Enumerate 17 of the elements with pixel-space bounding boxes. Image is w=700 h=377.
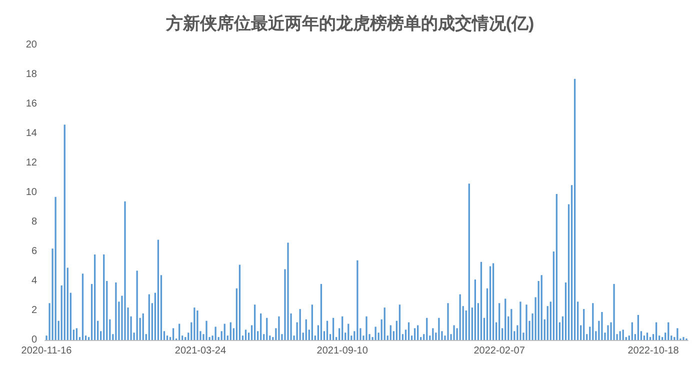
y-tick-label: 2 bbox=[31, 305, 38, 316]
y-tick-label: 10 bbox=[26, 187, 38, 198]
y-tick-label: 16 bbox=[26, 98, 38, 110]
chart-title: 方新侠席位最近两年的龙虎榜榜单的成交情况(亿) bbox=[164, 14, 534, 33]
y-tick-label: 6 bbox=[31, 246, 38, 257]
y-tick-label: 18 bbox=[26, 69, 38, 80]
x-tick-label: 2021-09-10 bbox=[316, 346, 368, 356]
y-tick-label: 20 bbox=[26, 40, 38, 50]
y-tick-label: 12 bbox=[26, 158, 38, 168]
y-tick-label: 0 bbox=[31, 334, 38, 346]
y-tick-label: 4 bbox=[31, 276, 38, 286]
x-tick-label: 2022-02-07 bbox=[474, 346, 526, 356]
x-tick-label: 2020-11-16 bbox=[21, 346, 72, 356]
y-tick-label: 14 bbox=[26, 128, 38, 139]
x-tick-label: 2022-10-18 bbox=[628, 346, 680, 356]
x-tick-label: 2021-03-24 bbox=[174, 346, 226, 356]
y-tick-label: 8 bbox=[31, 216, 38, 228]
